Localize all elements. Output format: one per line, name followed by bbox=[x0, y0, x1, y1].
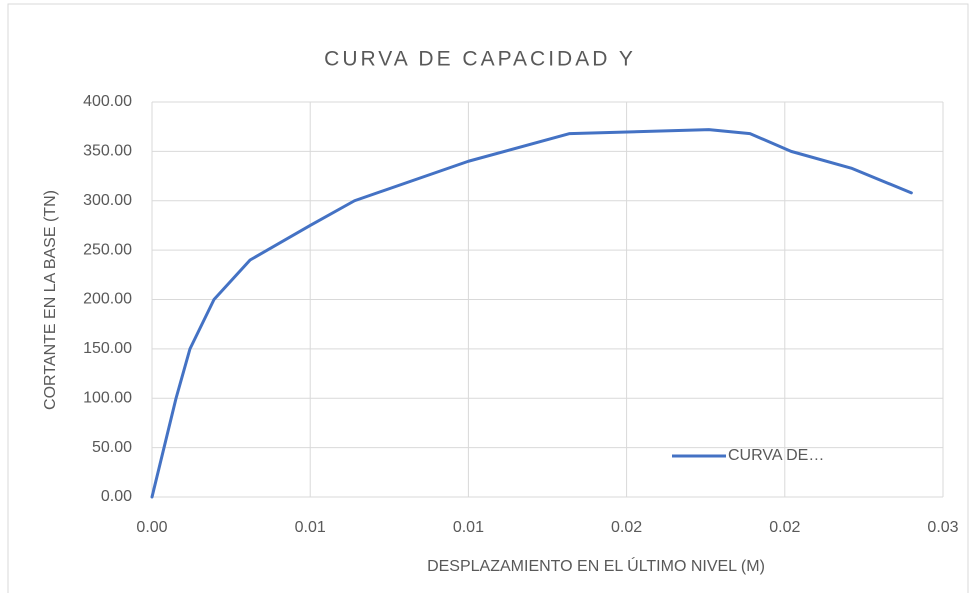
y-axis-label: CORTANTE EN LA BASE (TN) bbox=[42, 190, 59, 410]
x-tick-label: 0.03 bbox=[927, 519, 958, 536]
x-tick-label: 0.02 bbox=[769, 519, 800, 536]
y-tick-label: 350.00 bbox=[83, 143, 132, 160]
legend-label: CURVA DE… bbox=[728, 447, 824, 464]
y-tick-label: 400.00 bbox=[83, 93, 132, 110]
y-tick-label: 100.00 bbox=[83, 389, 132, 406]
y-tick-label: 250.00 bbox=[83, 241, 132, 258]
data-line bbox=[150, 128, 913, 499]
x-tick-label: 0.02 bbox=[611, 519, 642, 536]
x-axis-label: DESPLAZAMIENTO EN EL ÚLTIMO NIVEL (M) bbox=[427, 556, 765, 575]
y-tick-label: 0.00 bbox=[101, 488, 132, 505]
y-tick-label: 300.00 bbox=[83, 192, 132, 209]
chart-title: CURVA DE CAPACIDAD Y bbox=[324, 48, 636, 71]
x-tick-label: 0.00 bbox=[136, 519, 167, 536]
x-tick-label: 0.01 bbox=[453, 519, 484, 536]
x-tick-label: 0.01 bbox=[295, 519, 326, 536]
y-tick-label: 50.00 bbox=[92, 439, 132, 456]
y-tick-label: 200.00 bbox=[83, 291, 132, 308]
y-tick-label: 150.00 bbox=[83, 340, 132, 357]
